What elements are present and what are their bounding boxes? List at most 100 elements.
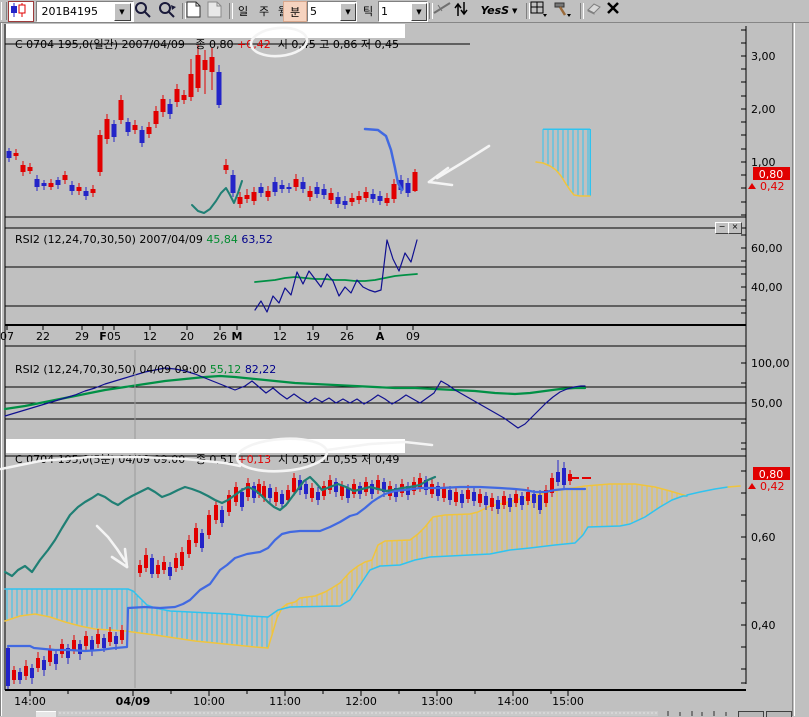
price-axis: 3,00 2,00 1,00 60,00 40,00 100,00 50,00 0,60 0,4…	[741, 29, 790, 684]
symbol-input[interactable]	[39, 4, 114, 19]
mini-tool-marks	[664, 711, 734, 716]
period-minute-label: 분	[289, 5, 301, 19]
candlestick-icon	[11, 3, 26, 17]
rsi-params: RSI2 (12,24,70,30,50) 04/09 09:00	[15, 363, 210, 376]
svg-text:100,00: 100,00	[751, 357, 790, 370]
svg-text:05: 05	[107, 330, 121, 343]
daily-kijun-line	[363, 127, 404, 192]
symbol-dropdown-button[interactable]: ▼	[113, 2, 131, 21]
svg-text:20: 20	[180, 330, 194, 343]
svg-text:29: 29	[75, 330, 89, 343]
svg-text:0,80: 0,80	[759, 168, 784, 181]
new-page-button[interactable]	[186, 1, 206, 20]
rsi-panel-close-button[interactable]: ×	[728, 222, 742, 234]
zoom-range-button[interactable]	[157, 1, 181, 20]
panel-borders	[4, 24, 747, 691]
toolbar-grip[interactable]	[1, 2, 7, 20]
intraday-change-value: +0,13	[237, 453, 272, 466]
hscroll-track[interactable]	[58, 711, 658, 716]
svg-text:11:00: 11:00	[269, 695, 301, 708]
intraday-rsi-label: RSI2 (12,24,70,30,50) 04/09 09:00 55,12 …	[8, 349, 276, 376]
minute-dropdown-button[interactable]: ▼	[340, 2, 356, 21]
updown-button[interactable]	[454, 1, 474, 20]
symbol-combobox: ▼	[36, 1, 134, 22]
svg-text:0,40: 0,40	[751, 619, 776, 632]
period-day-button[interactable]: 일	[234, 1, 252, 20]
brand-logo: YesS	[480, 4, 510, 17]
svg-text:13:00: 13:00	[421, 695, 453, 708]
rsi-green-value: 55,12	[209, 363, 242, 376]
magnifier-arrow-icon	[159, 2, 176, 18]
intraday-ohlc: 시 0,50 고 0,55 저 0,49	[271, 453, 400, 466]
daily-rsi-label: RSI2 (12,24,70,30,50) 2007/04/09 45,84 6…	[8, 219, 273, 246]
svg-text:07: 07	[0, 330, 14, 343]
delete-all-button[interactable]	[606, 1, 626, 20]
grid-layout-icon	[530, 1, 547, 17]
daily-future-cloud	[535, 128, 591, 197]
window-right-edge	[792, 0, 793, 716]
tick-dropdown-button[interactable]: ▼	[411, 2, 427, 21]
rsi-panel-minimize-button[interactable]: −	[715, 222, 729, 234]
chart-type-button[interactable]	[8, 1, 34, 22]
layout-grid-button[interactable]	[530, 1, 552, 20]
period-week-button[interactable]: 주	[255, 1, 273, 20]
rsi-blue-value: 63,52	[241, 233, 273, 246]
intraday-price-panel[interactable]	[5, 457, 746, 690]
magnifier-icon	[135, 2, 151, 18]
eraser-button[interactable]	[584, 1, 604, 20]
eraser-icon	[587, 3, 601, 15]
intraday-price-badge: 0,800,42	[748, 467, 790, 493]
intraday-future-span	[686, 485, 741, 496]
svg-text:14:00: 14:00	[497, 695, 529, 708]
period-minute-button[interactable]: 분	[283, 1, 307, 22]
daily-chart-header: C 0704 195,0(일간) 2007/04/09 종 0,80 +0,42…	[6, 24, 406, 51]
copy-page-button[interactable]	[207, 1, 227, 20]
daily-price-badge: 0,800,42	[748, 167, 790, 193]
svg-text:26: 26	[213, 330, 227, 343]
tick-combobox: ▼	[378, 1, 428, 22]
tools-button[interactable]	[553, 1, 577, 20]
toolbar-separator	[182, 3, 186, 19]
intraday-tenkan-line	[3, 475, 437, 578]
daily-change-value: +0,42	[236, 38, 271, 51]
page-copy-icon	[207, 1, 222, 18]
rsi-params: RSI2 (12,24,70,30,50) 2007/04/09	[15, 233, 207, 246]
svg-text:0,60: 0,60	[751, 531, 776, 544]
tick-value-input[interactable]	[379, 4, 411, 19]
mini-button-1[interactable]	[738, 711, 764, 717]
brand-menu-button[interactable]: YesS ▼	[476, 1, 522, 20]
rsi-green-value: 45,84	[206, 233, 238, 246]
brand-dropdown-arrow: ▼	[512, 6, 518, 15]
delete-x-icon	[607, 2, 619, 14]
svg-text:10:00: 10:00	[193, 695, 225, 708]
trendline-tool-button[interactable]	[433, 1, 453, 20]
hammer-icon	[554, 2, 571, 17]
svg-text:0,80: 0,80	[759, 468, 784, 481]
mini-button-2[interactable]	[766, 711, 792, 717]
intraday-cloud-bullish	[267, 483, 688, 649]
svg-text:0,42: 0,42	[760, 180, 785, 193]
toolbar-separator	[229, 3, 233, 19]
svg-text:50,00: 50,00	[751, 397, 783, 410]
zoom-in-button[interactable]	[134, 1, 156, 20]
svg-text:12:00: 12:00	[345, 695, 377, 708]
period-week-label: 주	[258, 4, 270, 18]
daily-tenkan-line	[191, 180, 243, 214]
svg-text:M: M	[232, 330, 243, 343]
svg-text:19: 19	[306, 330, 320, 343]
intraday-rsi	[3, 367, 746, 429]
minute-value-input[interactable]	[308, 4, 340, 19]
trendline-icon	[433, 2, 451, 14]
hscroll-button[interactable]	[36, 711, 56, 717]
rsi-blue-value: 82,22	[244, 363, 277, 376]
minute-combobox: ▼	[307, 1, 357, 22]
period-day-label: 일	[237, 4, 249, 18]
up-down-arrows-icon	[454, 2, 468, 16]
main-toolbar: ▼ 일 주 월 분 ▼ 틱 ▼	[0, 0, 809, 23]
svg-text:12: 12	[143, 330, 157, 343]
window-left-edge	[0, 0, 1, 716]
svg-text:F: F	[99, 330, 107, 343]
svg-text:09: 09	[406, 330, 420, 343]
